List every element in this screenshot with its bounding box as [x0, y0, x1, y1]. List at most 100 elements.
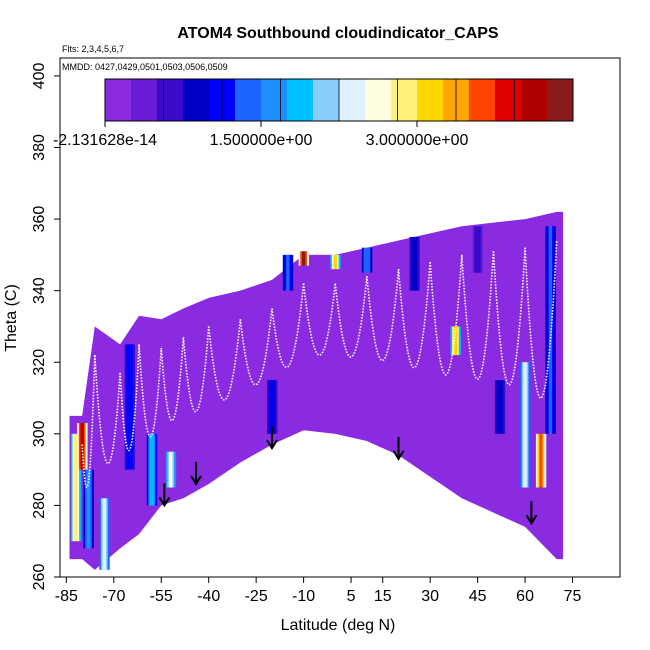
- profile-arrowhead: [525, 514, 538, 526]
- profile-arrowhead: [392, 450, 405, 461]
- cloud-cell: [286, 254, 289, 291]
- cloud-cell: [83, 469, 86, 549]
- cloud-cell: [544, 433, 547, 488]
- cloud-cell: [124, 344, 127, 470]
- cloud-cell: [99, 498, 102, 570]
- cloud-cell: [338, 254, 341, 270]
- flights-note: Flts: 2,3,4,5,6,7: [62, 44, 124, 54]
- cloud-cell: [284, 254, 287, 291]
- colorbar-swatch: [547, 79, 574, 121]
- cloud-cell: [535, 433, 538, 488]
- cloud-cell: [300, 251, 303, 266]
- chart-title: ATOM4 Southbound cloudindicator_CAPS: [177, 25, 499, 42]
- cloud-cell: [525, 362, 528, 488]
- cloud-cell: [545, 226, 548, 434]
- cloud-cell: [165, 451, 168, 488]
- cloud-cell: [331, 254, 334, 270]
- cloud-cell: [268, 380, 271, 434]
- cloud-cell: [88, 469, 91, 549]
- cloud-cell: [472, 226, 475, 273]
- y-tick-label: 380: [31, 134, 48, 161]
- cloud-cell: [475, 226, 479, 273]
- cloud-cell: [520, 362, 523, 488]
- colorbar-swatch: [287, 79, 314, 121]
- cloud-cell: [271, 380, 275, 434]
- y-tick-label: 320: [31, 349, 48, 376]
- cloud-cell: [301, 251, 305, 266]
- cloud-cell: [80, 423, 83, 470]
- cloud-cell: [409, 236, 412, 291]
- cloud-cell: [78, 423, 81, 470]
- cloud-cell: [368, 247, 371, 273]
- cloud-cell: [282, 254, 285, 291]
- colorbar-swatch: [313, 79, 340, 121]
- colorbar-swatch: [261, 79, 288, 121]
- x-tick-label: 60: [516, 588, 534, 605]
- cloud-cell: [77, 423, 80, 470]
- x-tick-label: -55: [150, 588, 173, 605]
- y-axis-label: Theta (C): [3, 284, 20, 352]
- x-tick-label: -85: [55, 588, 78, 605]
- x-tick-label: 5: [347, 588, 356, 605]
- cloud-cell: [148, 433, 151, 506]
- cloud-cell: [270, 380, 273, 434]
- cloud-cell: [414, 236, 417, 291]
- cloud-cell: [412, 236, 415, 291]
- x-tick-label: 45: [469, 588, 487, 605]
- cloud-cell: [335, 254, 338, 270]
- cloud-cell: [298, 251, 301, 266]
- cloud-cell: [336, 254, 339, 270]
- flight-track: [94, 355, 121, 465]
- cloud-cell: [452, 326, 455, 356]
- x-tick-label: -25: [245, 588, 268, 605]
- cloud-cell: [102, 498, 105, 570]
- y-tick-label: 340: [31, 277, 48, 304]
- x-tick-label: -10: [292, 588, 315, 605]
- cloud-cell: [370, 247, 373, 273]
- cloud-cell: [129, 344, 132, 470]
- flight-track: [271, 283, 305, 369]
- colorbar-swatch: [235, 79, 262, 121]
- x-tick-label: 30: [421, 588, 439, 605]
- cloud-cell: [155, 433, 158, 506]
- cloud-cell: [501, 380, 504, 434]
- cloud-cell: [126, 344, 129, 470]
- flight-track: [239, 308, 273, 386]
- cloud-cell: [455, 326, 458, 356]
- cloud-cell: [266, 380, 270, 434]
- colorbar-swatch: [105, 79, 132, 121]
- cloud-cell: [127, 344, 131, 470]
- cloud-cell: [480, 226, 484, 273]
- cloud-cell: [74, 433, 77, 542]
- cloud-cell: [499, 380, 502, 434]
- flight-track: [119, 344, 140, 452]
- cloud-cell: [291, 254, 294, 291]
- cloud-cell: [306, 251, 310, 266]
- heatmap-layer: [69, 211, 564, 570]
- cloud-cell: [523, 362, 526, 488]
- cloud-cell: [526, 362, 529, 488]
- cloud-cell: [105, 498, 109, 570]
- cloud-cell: [132, 344, 136, 470]
- y-tick-label: 260: [31, 564, 48, 591]
- axes: -85 -70 -55 -40 -25 -10 5 15 30 45 60 75 260 280 300 32…: [31, 57, 621, 605]
- cloud-cell: [417, 236, 420, 291]
- cloud-cell: [528, 362, 531, 488]
- curtain-background: [69, 211, 564, 570]
- flight-track: [461, 251, 495, 380]
- cloud-cell: [333, 254, 336, 270]
- profile-arrowhead: [190, 475, 202, 486]
- cloud-cell: [170, 451, 173, 488]
- colorbar-swatch: [365, 79, 392, 121]
- cloud-cell: [553, 226, 556, 434]
- cloud-cell: [366, 247, 369, 273]
- cloud-cell: [172, 451, 175, 488]
- cloud-cell: [330, 254, 333, 270]
- colorbar-swatch: [339, 79, 366, 121]
- colorbar-swatch: [131, 79, 158, 121]
- colorbar: -2.131628e-14 1.500000e+00 3.000000e+00: [53, 78, 574, 149]
- colorbar-swatch: [157, 79, 184, 121]
- x-tick-label: 15: [374, 588, 392, 605]
- cloud-cell: [494, 380, 497, 434]
